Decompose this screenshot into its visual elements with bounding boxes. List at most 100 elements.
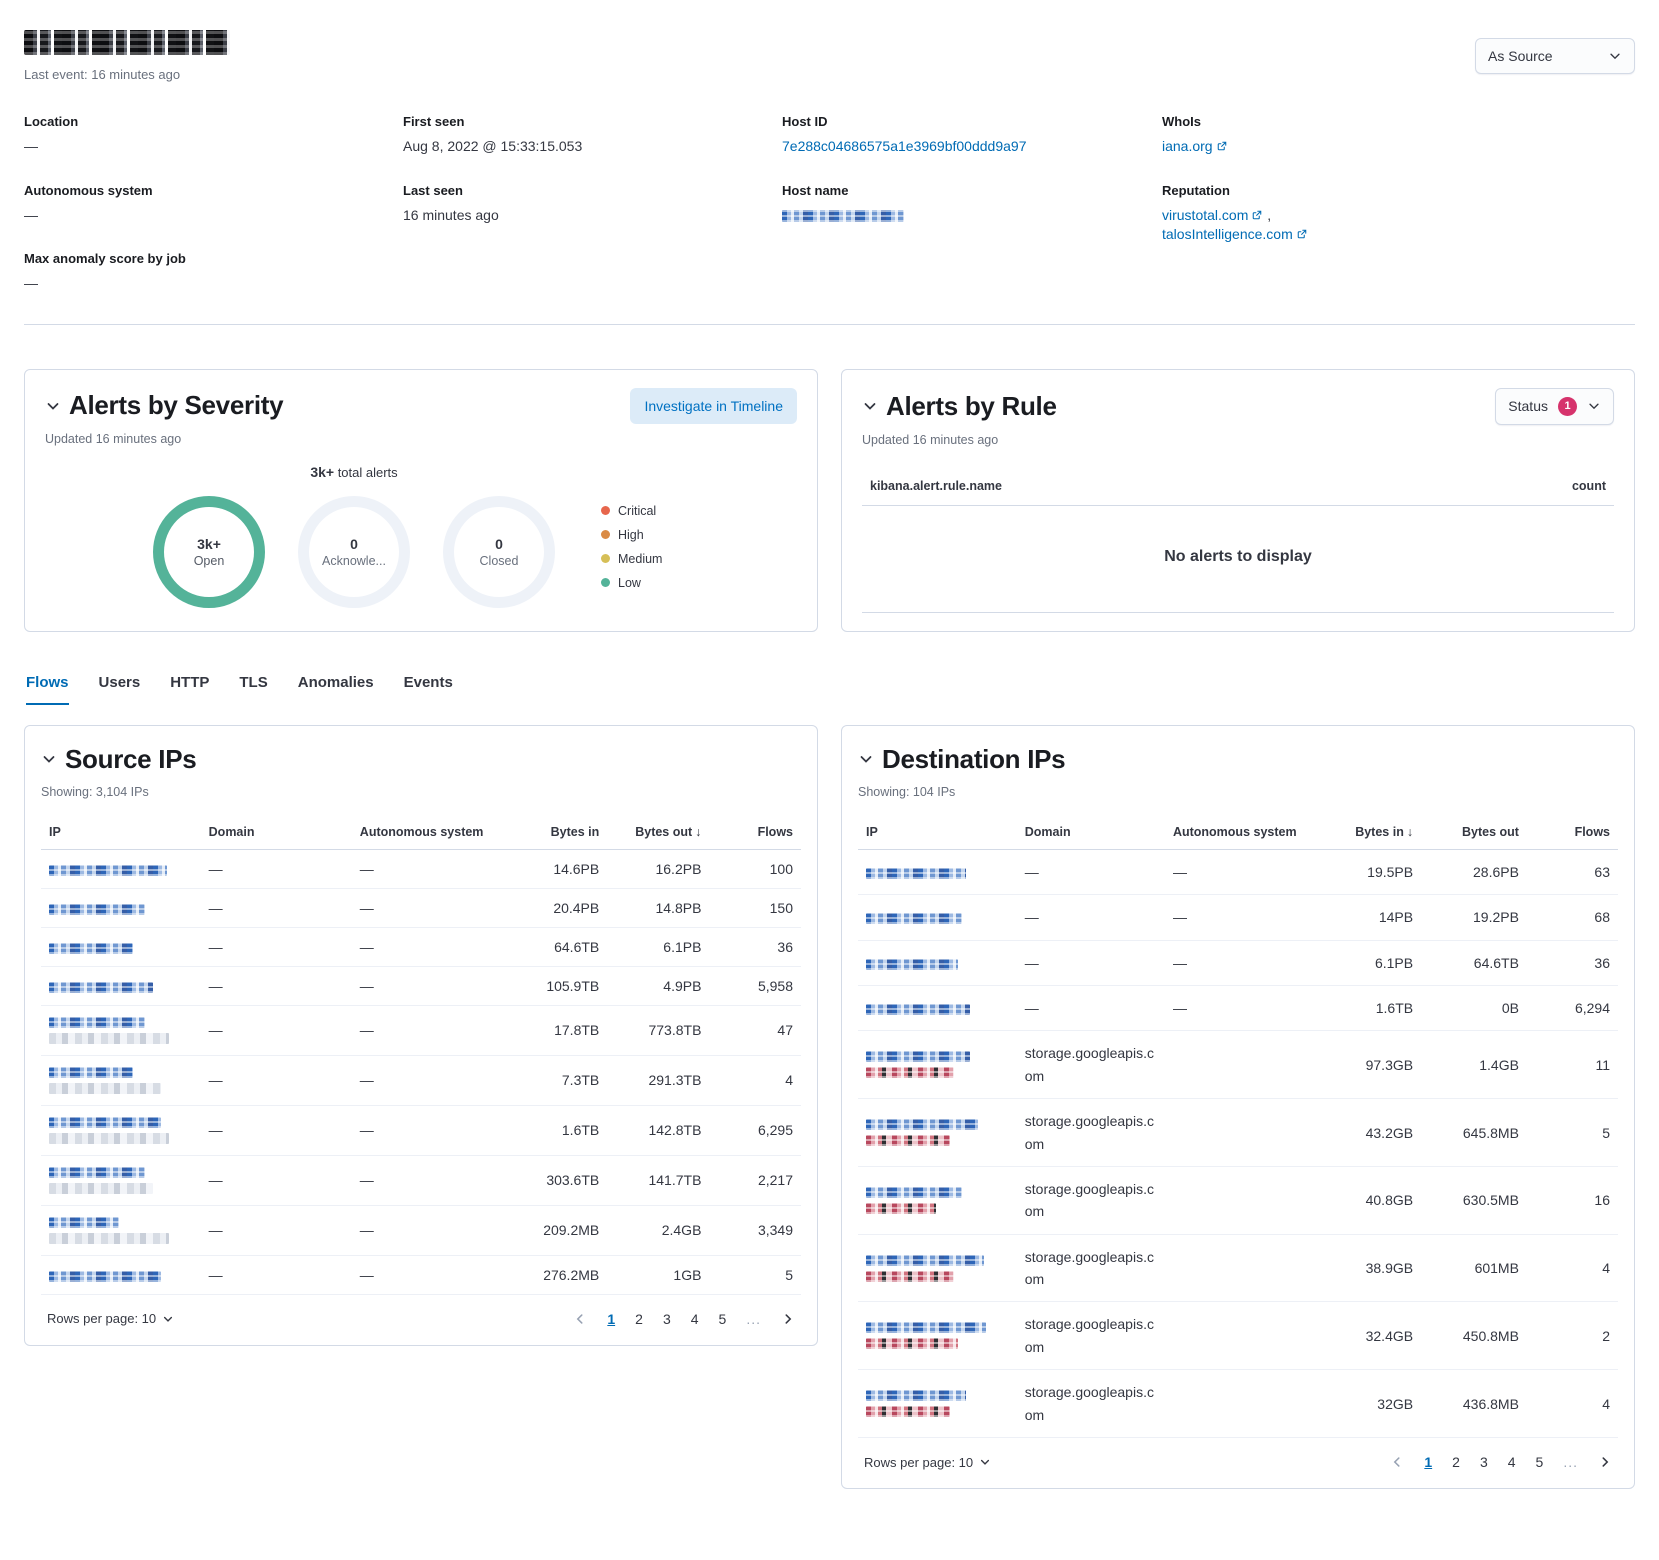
- domain-cell: —: [200, 1105, 352, 1156]
- ip-cell[interactable]: [41, 1255, 201, 1295]
- page-number[interactable]: 4: [690, 1310, 699, 1327]
- redacted-host-name: [782, 209, 904, 222]
- bytes-in-cell: 209.2MB: [511, 1205, 608, 1256]
- ip-cell[interactable]: [41, 1155, 201, 1206]
- page-number[interactable]: 3: [1479, 1454, 1488, 1471]
- bytes-in-cell: 6.1PB: [1323, 940, 1422, 986]
- next-page-icon[interactable]: [781, 1312, 795, 1326]
- ip-cell[interactable]: [858, 1301, 1017, 1371]
- ip-cell[interactable]: [858, 985, 1017, 1032]
- page-number[interactable]: 1: [607, 1310, 616, 1327]
- ip-cell[interactable]: [858, 894, 1017, 941]
- rule-count-column: count: [1571, 478, 1606, 493]
- as-cell: [1164, 1166, 1324, 1235]
- ip-cell[interactable]: [858, 849, 1017, 896]
- ip-cell[interactable]: [41, 888, 201, 928]
- redacted-ip: [866, 1406, 950, 1418]
- source-ips-panel: Source IPs Showing: 3,104 IPs IP Domain …: [24, 724, 818, 1346]
- rule-name-column: kibana.alert.rule.name: [870, 478, 1003, 493]
- bytes-in-cell: 7.3TB: [511, 1055, 608, 1106]
- reputation-link-talos[interactable]: talosIntelligence.com: [1162, 226, 1293, 243]
- ip-cell[interactable]: [858, 1030, 1017, 1100]
- ip-cell[interactable]: [41, 927, 201, 967]
- bytes-in-cell: 20.4PB: [511, 888, 608, 928]
- table-row: — — 17.8TB 773.8TB 47: [41, 1005, 801, 1056]
- external-link-icon: [1251, 209, 1263, 221]
- ip-cell[interactable]: [858, 940, 1017, 986]
- field-host-name: Host name: [782, 183, 1162, 226]
- bytes-out-cell: 28.6PB: [1421, 849, 1527, 896]
- investigate-in-timeline-button[interactable]: Investigate in Timeline: [630, 387, 797, 424]
- page-number[interactable]: 2: [635, 1310, 643, 1327]
- collapse-chevron-icon[interactable]: [45, 398, 61, 414]
- collapse-chevron-icon[interactable]: [862, 398, 878, 414]
- bytes-in-cell: 105.9TB: [511, 966, 608, 1006]
- page-number[interactable]: 4: [1507, 1454, 1516, 1471]
- as-cell: —: [351, 1105, 512, 1156]
- tab-tls[interactable]: TLS: [239, 673, 268, 691]
- collapse-chevron-icon[interactable]: [858, 751, 874, 767]
- field-whois: WhoIs iana.org: [1162, 114, 1635, 157]
- ip-cell[interactable]: [41, 1055, 201, 1106]
- host-id-link[interactable]: 7e288c04686575a1e3969bf00ddd9a97: [782, 138, 1027, 154]
- column-header-bytes-in[interactable]: Bytes in: [511, 816, 608, 850]
- overview-col-3: Host ID 7e288c04686575a1e3969bf00ddd9a97…: [782, 114, 1162, 320]
- ip-cell[interactable]: [858, 1098, 1017, 1167]
- ip-cell[interactable]: [858, 1234, 1017, 1303]
- domain-cell: storage.googleapis.com: [1016, 1030, 1165, 1100]
- rows-per-page-select[interactable]: Rows per page: 10: [47, 1311, 174, 1326]
- column-header-flows[interactable]: Flows: [1526, 816, 1618, 850]
- prev-page-icon[interactable]: [573, 1312, 587, 1326]
- ip-cell[interactable]: [41, 1105, 201, 1156]
- ip-tables: Source IPs Showing: 3,104 IPs IP Domain …: [24, 724, 1635, 1490]
- rows-per-page-select[interactable]: Rows per page: 10: [864, 1455, 991, 1470]
- chevron-down-icon: [979, 1456, 991, 1468]
- tab-events[interactable]: Events: [403, 673, 453, 691]
- redacted-ip: [49, 864, 167, 876]
- as-source-select[interactable]: As Source: [1475, 38, 1635, 74]
- chevron-down-icon: [1587, 399, 1601, 413]
- collapse-chevron-icon[interactable]: [41, 751, 57, 767]
- ip-cell[interactable]: [41, 1005, 201, 1056]
- column-header-bytes-in-sorted[interactable]: Bytes in ↓: [1323, 816, 1422, 850]
- total-alerts-text: 3k+ total alerts: [310, 463, 398, 480]
- reputation-link-virustotal[interactable]: virustotal.com: [1162, 206, 1249, 223]
- page-number[interactable]: 1: [1424, 1454, 1433, 1471]
- domain-cell: —: [200, 1055, 352, 1106]
- redacted-ip: [866, 1254, 984, 1266]
- page-number[interactable]: 2: [1452, 1454, 1460, 1471]
- alerts-panels: Alerts by Severity Investigate in Timeli…: [24, 368, 1635, 632]
- status-filter-select[interactable]: Status 1: [1495, 387, 1614, 425]
- prev-page-icon[interactable]: [1390, 1455, 1404, 1469]
- tab-http[interactable]: HTTP: [170, 673, 210, 691]
- ip-cell[interactable]: [858, 1369, 1017, 1439]
- flows-cell: 6,294: [1526, 985, 1618, 1032]
- ip-cell[interactable]: [858, 1166, 1017, 1235]
- bytes-out-cell: 0B: [1421, 985, 1527, 1032]
- redacted-ip: [49, 1166, 145, 1178]
- tab-users[interactable]: Users: [98, 673, 141, 691]
- flows-cell: 2,217: [709, 1155, 801, 1206]
- field-label: WhoIs: [1162, 114, 1201, 129]
- field-label: Max anomaly score by job: [24, 251, 186, 267]
- tab-anomalies[interactable]: Anomalies: [297, 673, 374, 691]
- page-number[interactable]: 3: [662, 1310, 671, 1327]
- table-row: storage.googleapis.com 32GB 436.8MB 4: [858, 1369, 1618, 1439]
- legend-item-critical: Critical: [601, 504, 662, 518]
- tab-flows[interactable]: Flows: [26, 674, 69, 705]
- next-page-icon[interactable]: [1598, 1455, 1612, 1469]
- ip-cell[interactable]: [41, 849, 201, 889]
- showing-count: Showing: 104 IPs: [858, 784, 956, 799]
- page-number[interactable]: 5: [718, 1310, 727, 1327]
- redacted-ip: [866, 1322, 986, 1334]
- external-link-icon: [1296, 228, 1308, 240]
- column-header-bytes-out-sorted[interactable]: Bytes out ↓: [607, 816, 710, 850]
- ip-cell[interactable]: [41, 1205, 201, 1256]
- ip-cell[interactable]: [41, 966, 201, 1006]
- column-header-bytes-out[interactable]: Bytes out: [1421, 816, 1527, 850]
- page-number[interactable]: 5: [1535, 1454, 1544, 1471]
- column-header-flows[interactable]: Flows: [709, 816, 801, 850]
- whois-link[interactable]: iana.org: [1162, 138, 1213, 154]
- as-cell: —: [351, 927, 512, 967]
- field-location: Location —: [24, 114, 403, 157]
